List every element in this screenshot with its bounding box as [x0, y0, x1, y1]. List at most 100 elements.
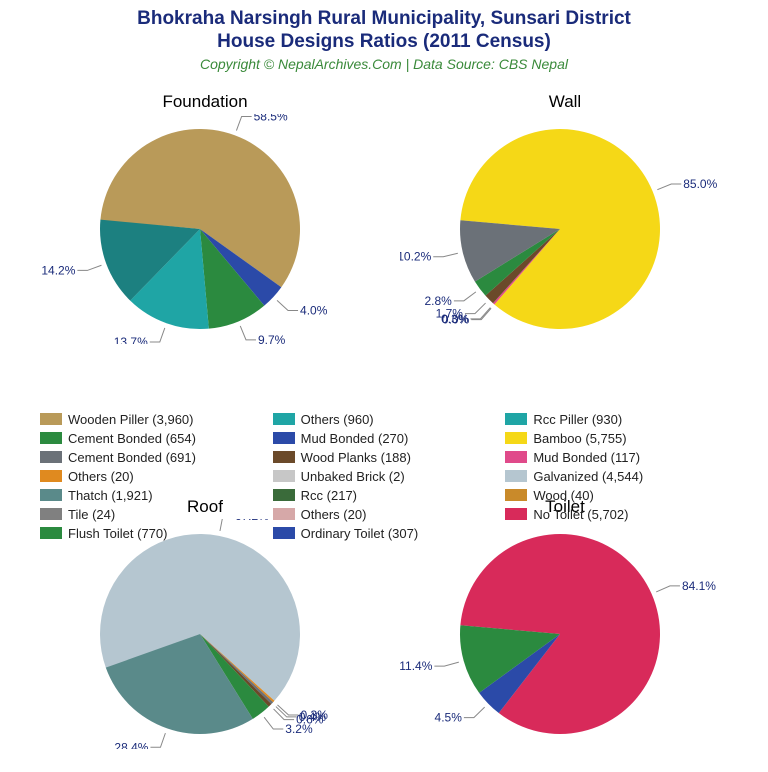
pct-label: 13.7% [114, 335, 148, 344]
legend-swatch [40, 489, 62, 501]
legend-item: Bamboo (5,755) [505, 429, 730, 448]
legend-text: Others (960) [301, 412, 374, 427]
legend-item: Wood Planks (188) [273, 448, 498, 467]
legend-swatch [40, 451, 62, 463]
legend-text: Cement Bonded (654) [68, 431, 196, 446]
leader-line [277, 300, 298, 310]
subtitle: Copyright © NepalArchives.Com | Data Sou… [0, 56, 768, 72]
legend-item: Unbaked Brick (2) [273, 467, 498, 486]
legend-text: Wood Planks (188) [301, 450, 411, 465]
leader-line [454, 291, 476, 300]
pie-wall: 85.0%0.0%0.3%1.7%2.8%10.2% [400, 114, 730, 344]
leader-line [150, 733, 165, 747]
pct-label: 4.5% [435, 710, 463, 724]
legend-text: Rcc (217) [301, 488, 357, 503]
legend-swatch [273, 489, 295, 501]
legend-text: Others (20) [68, 469, 134, 484]
legend-text: Wooden Piller (3,960) [68, 412, 194, 427]
title-line-1: Bhokraha Narsingh Rural Municipality, Su… [137, 8, 631, 29]
leader-line [657, 184, 681, 190]
pie-toilet: 84.1% 4.5% 11.4% [400, 519, 730, 749]
legend-swatch [505, 413, 527, 425]
legend-item: Wood (40) [505, 486, 730, 505]
leader-line [150, 328, 165, 342]
pct-label: 58.5% [254, 114, 288, 123]
pie-roof: 67.2%0.3%0.4%0.6%3.2%28.4% [40, 519, 370, 749]
leader-line [464, 707, 485, 717]
pie-foundation: 58.5% 4.0% 9.7% 13.7% 14.2% [40, 114, 370, 344]
leader-line [433, 253, 458, 256]
legend-item: Wooden Piller (3,960) [40, 410, 265, 429]
pct-label: 14.2% [41, 263, 75, 277]
pct-label: 9.7% [258, 332, 286, 343]
legend-swatch [273, 413, 295, 425]
legend-swatch [273, 527, 295, 539]
legend-text: Mud Bonded (270) [301, 431, 409, 446]
legend-text: Rcc Piller (930) [533, 412, 622, 427]
pct-label: 84.1% [682, 579, 716, 593]
legend-swatch [40, 432, 62, 444]
legend-item: Cement Bonded (654) [40, 429, 265, 448]
legend-item: Cement Bonded (691) [40, 448, 265, 467]
legend-swatch [273, 432, 295, 444]
legend-swatch [40, 508, 62, 520]
pct-label: 28.4% [114, 740, 148, 749]
legend-text: No Toilet (5,702) [533, 507, 628, 522]
legend-swatch [273, 508, 295, 520]
legend-text: Wood (40) [533, 488, 593, 503]
chart-title-wall: Wall [400, 92, 730, 112]
legend-swatch [505, 470, 527, 482]
legend-item: No Toilet (5,702) [505, 505, 730, 524]
chart-title-foundation: Foundation [40, 92, 370, 112]
leader-line [656, 586, 680, 592]
legend-text: Unbaked Brick (2) [301, 469, 405, 484]
legend-item: Others (20) [273, 505, 498, 524]
legend-item: Mud Bonded (117) [505, 448, 730, 467]
legend-text: Cement Bonded (691) [68, 450, 196, 465]
pct-label: 1.7% [436, 306, 464, 320]
leader-line [77, 265, 101, 270]
legend-text: Galvanized (4,544) [533, 469, 643, 484]
legend-item: Rcc (217) [273, 486, 498, 505]
legend: Wooden Piller (3,960) Cement Bonded (654)… [40, 410, 730, 543]
legend-item: Ordinary Toilet (307) [273, 524, 498, 543]
legend-item: Galvanized (4,544) [505, 467, 730, 486]
legend-swatch [505, 451, 527, 463]
chart-foundation: Foundation 58.5% 4.0% 9.7% 13.7% 14.2% [40, 92, 370, 344]
pct-label: 4.0% [300, 303, 328, 317]
pct-label: 85.0% [683, 177, 717, 191]
leader-line [240, 326, 256, 340]
leader-line [434, 662, 458, 666]
legend-item: Thatch (1,921) [40, 486, 265, 505]
legend-text: Mud Bonded (117) [533, 450, 640, 465]
legend-swatch [273, 470, 295, 482]
legend-item: Flush Toilet (770) [40, 524, 265, 543]
legend-swatch [505, 508, 527, 520]
legend-text: Tile (24) [68, 507, 115, 522]
leader-line [236, 116, 251, 130]
legend-text: Thatch (1,921) [68, 488, 153, 503]
title-line-2: House Designs Ratios (2011 Census) [217, 31, 551, 52]
legend-text: Flush Toilet (770) [68, 526, 167, 541]
pct-label: 3.2% [285, 722, 313, 736]
charts-grid: Foundation 58.5%4.0%9.7%13.7%14.2% Wall … [0, 72, 768, 772]
legend-swatch [40, 527, 62, 539]
chart-wall: Wall 85.0%0.0%0.3%1.7%2.8%10.2% [400, 92, 730, 344]
legend-item: Others (960) [273, 410, 498, 429]
legend-swatch [505, 432, 527, 444]
chart-container: Bhokraha Narsingh Rural Municipality, Su… [0, 0, 768, 768]
pct-label: 10.2% [400, 249, 432, 263]
legend-swatch [505, 489, 527, 501]
legend-item: Others (20) [40, 467, 265, 486]
legend-swatch [40, 413, 62, 425]
leader-line [264, 717, 283, 729]
main-title: Bhokraha Narsingh Rural Municipality, Su… [0, 0, 768, 54]
pct-label: 11.4% [400, 659, 433, 673]
legend-item: Rcc Piller (930) [505, 410, 730, 429]
legend-swatch [273, 451, 295, 463]
legend-text: Bamboo (5,755) [533, 431, 626, 446]
legend-text: Ordinary Toilet (307) [301, 526, 419, 541]
legend-item: Mud Bonded (270) [273, 429, 498, 448]
legend-text: Others (20) [301, 507, 367, 522]
pct-label: 2.8% [425, 293, 453, 307]
